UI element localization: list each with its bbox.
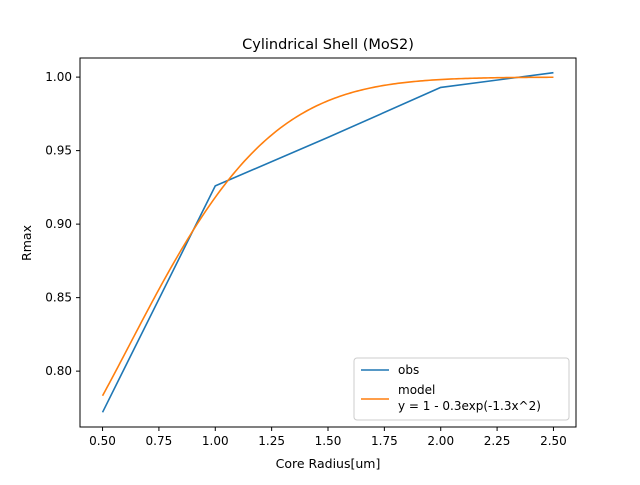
- y-tick-label: 1.00: [45, 70, 72, 84]
- x-tick-label: 1.75: [371, 434, 398, 448]
- y-axis-label: Rmax: [19, 225, 34, 261]
- x-axis: 0.50 0.75 1.00 1.25 1.50 1.75 2.00 2.25 2.50: [89, 427, 567, 448]
- legend-label-model: model: [398, 383, 435, 397]
- chart-title: Cylindrical Shell (MoS2): [242, 37, 414, 53]
- plot-series: [101, 71, 554, 413]
- legend-label-model-formula: y = 1 - 0.3exp(-1.3x^2): [398, 399, 541, 413]
- x-tick-label: 2.25: [484, 434, 511, 448]
- x-tick-label: 2.50: [540, 434, 567, 448]
- legend: obs model y = 1 - 0.3exp(-1.3x^2): [353, 357, 570, 421]
- series-line-model: [101, 76, 554, 397]
- y-tick-label: 0.85: [45, 291, 72, 305]
- y-tick-label: 0.80: [45, 364, 72, 378]
- y-tick-label: 0.90: [45, 217, 72, 231]
- x-tick-label: 0.50: [89, 434, 116, 448]
- x-tick-label: 0.75: [146, 434, 173, 448]
- x-tick-label: 1.50: [315, 434, 342, 448]
- x-tick-label: 2.00: [427, 434, 454, 448]
- y-tick-label: 0.95: [45, 144, 72, 158]
- series-line-obs: [101, 71, 554, 413]
- x-tick-label: 1.25: [258, 434, 285, 448]
- legend-label-obs: obs: [398, 363, 419, 377]
- y-axis: 0.80 0.85 0.90 0.95 1.00: [45, 70, 80, 378]
- x-tick-label: 1.00: [202, 434, 229, 448]
- legend-box: [353, 357, 570, 421]
- x-axis-label: Core Radius[um]: [276, 456, 381, 471]
